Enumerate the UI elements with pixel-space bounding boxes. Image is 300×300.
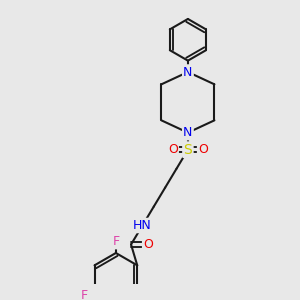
Text: F: F	[81, 289, 88, 300]
Text: O: O	[168, 143, 178, 156]
Text: S: S	[184, 143, 192, 157]
Text: HN: HN	[133, 219, 152, 232]
Text: N: N	[183, 126, 193, 139]
Text: F: F	[112, 235, 119, 248]
Text: N: N	[183, 65, 193, 79]
Text: O: O	[143, 238, 153, 251]
Text: O: O	[198, 143, 208, 156]
